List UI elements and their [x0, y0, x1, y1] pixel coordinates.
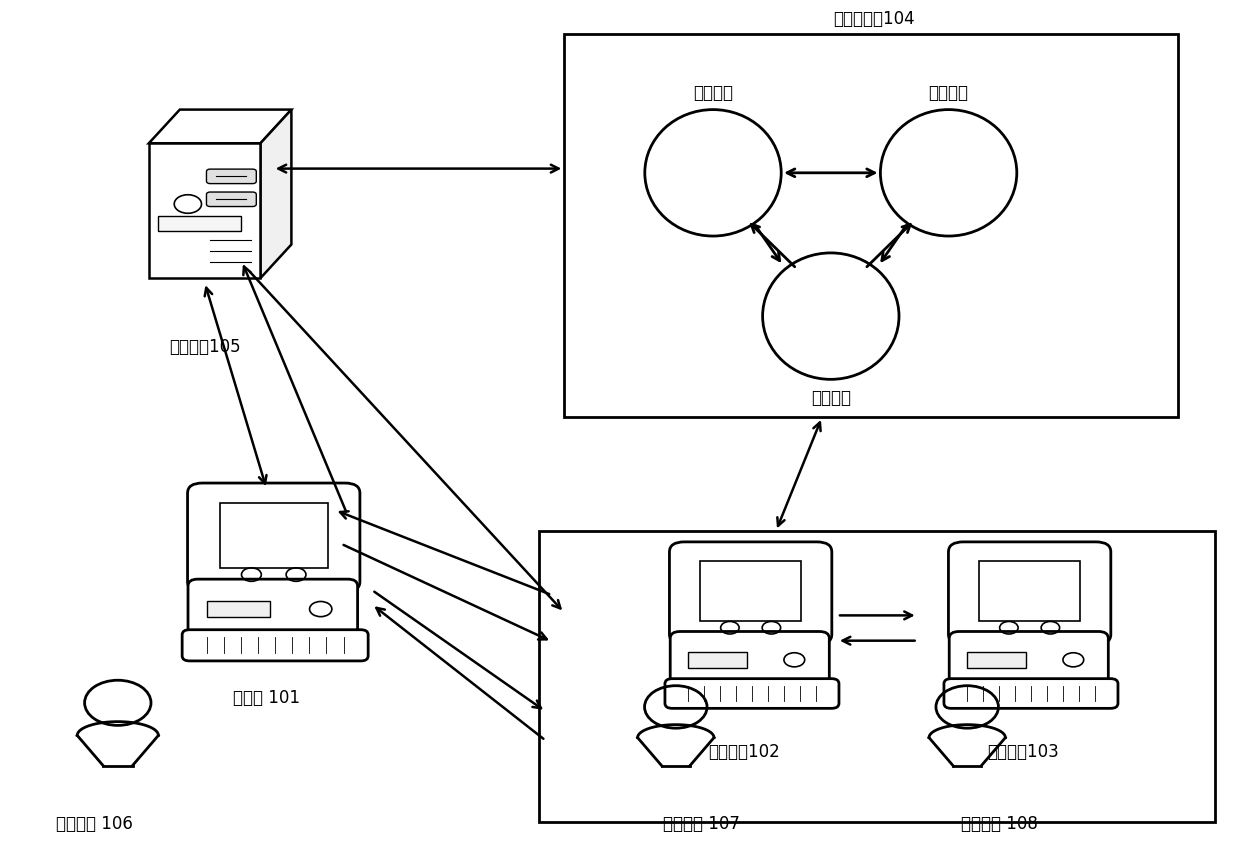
Bar: [564, 34, 1178, 417]
Text: 托管平台103: 托管平台103: [987, 743, 1059, 761]
FancyBboxPatch shape: [188, 579, 357, 639]
Bar: [219, 502, 327, 568]
Text: 操作用户 107: 操作用户 107: [663, 815, 740, 834]
Ellipse shape: [645, 110, 781, 236]
FancyBboxPatch shape: [949, 542, 1111, 644]
Ellipse shape: [763, 253, 899, 379]
FancyBboxPatch shape: [950, 631, 1109, 688]
Text: 操作用户 106: 操作用户 106: [56, 815, 133, 834]
Polygon shape: [149, 110, 291, 143]
FancyBboxPatch shape: [182, 630, 368, 661]
Bar: [157, 216, 242, 231]
Bar: [539, 531, 1215, 822]
Bar: [967, 652, 1025, 668]
Text: 第三节点: 第三节点: [811, 389, 851, 407]
FancyBboxPatch shape: [206, 192, 257, 207]
Text: 第二节点: 第二节点: [929, 83, 968, 102]
Bar: [149, 143, 260, 278]
Text: 企业平台102: 企业平台102: [708, 743, 780, 761]
FancyBboxPatch shape: [206, 169, 257, 184]
Text: 客户端 101: 客户端 101: [233, 689, 300, 707]
Text: 税务平台105: 税务平台105: [169, 338, 241, 357]
Text: 区块链网络104: 区块链网络104: [833, 9, 915, 28]
FancyBboxPatch shape: [670, 542, 832, 644]
Ellipse shape: [880, 110, 1017, 236]
Text: 操作用户 108: 操作用户 108: [961, 815, 1038, 834]
FancyBboxPatch shape: [187, 483, 360, 592]
Bar: [688, 652, 746, 668]
FancyBboxPatch shape: [665, 679, 839, 708]
Bar: [207, 601, 270, 617]
Text: 第一节点: 第一节点: [693, 83, 733, 102]
Polygon shape: [260, 110, 291, 278]
FancyBboxPatch shape: [671, 631, 830, 688]
Bar: [980, 561, 1080, 621]
FancyBboxPatch shape: [944, 679, 1118, 708]
Bar: [701, 561, 801, 621]
